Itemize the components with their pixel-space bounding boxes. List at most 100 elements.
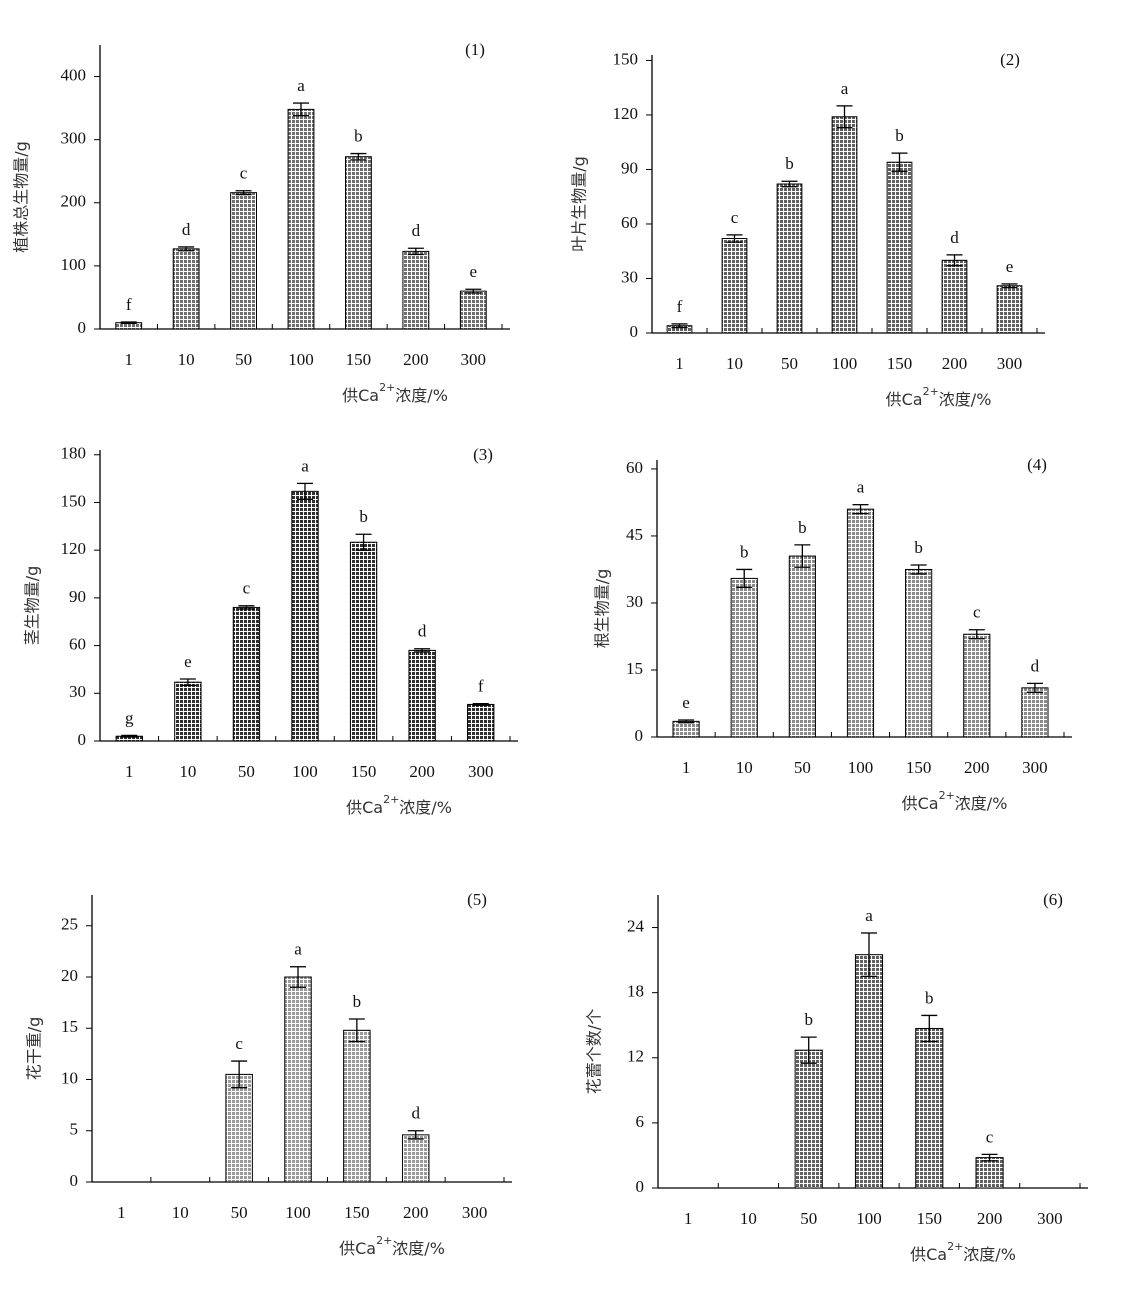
- error-bar: [293, 102, 309, 117]
- x-axis-label-part: 供Ca: [910, 1245, 947, 1264]
- x-tick-label: 300: [462, 1203, 488, 1222]
- error-bar: [121, 734, 138, 738]
- significance-letter: b: [914, 538, 923, 557]
- x-tick-label: 10: [740, 1209, 757, 1228]
- bar: [794, 1049, 823, 1189]
- x-axis-label-part: 浓度/%: [955, 794, 1008, 813]
- significance-letter: f: [126, 295, 132, 314]
- x-tick-label: 200: [403, 1203, 429, 1222]
- error-bar: [465, 288, 482, 294]
- error-bar: [1026, 682, 1043, 693]
- x-tick-label: 50: [800, 1209, 817, 1228]
- significance-letter: b: [798, 518, 807, 537]
- bar: [846, 508, 875, 738]
- error-bar: [407, 247, 424, 256]
- significance-letter: a: [865, 906, 873, 925]
- bar: [225, 1073, 253, 1183]
- significance-letter: b: [925, 988, 934, 1007]
- error-bar: [836, 105, 853, 129]
- significance-letter: e: [184, 652, 192, 671]
- y-tick-label: 150: [61, 491, 87, 510]
- x-axis-label-sup: 2+: [923, 385, 939, 398]
- y-tick-label: 5: [70, 1120, 79, 1139]
- bar: [905, 568, 933, 738]
- bar: [284, 976, 312, 1183]
- y-tick-label: 15: [61, 1017, 78, 1036]
- significance-letter: f: [478, 677, 484, 696]
- x-tick-label: 100: [292, 762, 318, 781]
- significance-letter: d: [182, 220, 191, 239]
- x-tick-label: 50: [794, 758, 811, 777]
- significance-letter: a: [294, 940, 302, 959]
- y-tick-label: 0: [635, 726, 644, 745]
- x-axis-label-sup: 2+: [379, 381, 395, 394]
- y-tick-label: 60: [69, 634, 86, 653]
- significance-letter: d: [950, 228, 959, 247]
- significance-letter: a: [301, 456, 309, 475]
- significance-letter: b: [359, 507, 368, 526]
- significance-letter: c: [986, 1127, 994, 1146]
- x-tick-label: 100: [856, 1209, 882, 1228]
- significance-letter: d: [412, 221, 421, 240]
- x-tick-label: 300: [997, 354, 1023, 373]
- significance-letter: b: [804, 1010, 813, 1029]
- x-axis-label-part: 浓度/%: [963, 1245, 1016, 1264]
- x-tick-label: 1: [682, 758, 691, 777]
- y-tick-label: 24: [627, 916, 645, 935]
- x-tick-label: 50: [238, 762, 255, 781]
- significance-letter: f: [677, 297, 683, 316]
- bar: [788, 555, 816, 738]
- x-tick-label: 150: [351, 762, 377, 781]
- bar: [730, 577, 758, 738]
- significance-letter: c: [243, 579, 251, 598]
- x-axis-label-part: 供Ca: [346, 798, 383, 817]
- panel-title: (5): [467, 890, 487, 909]
- y-tick-label: 12: [627, 1047, 644, 1066]
- x-axis-label-part: 浓度/%: [939, 390, 992, 409]
- significance-letter: c: [973, 603, 981, 622]
- bar: [401, 1134, 430, 1183]
- y-tick-label: 120: [61, 539, 87, 558]
- x-tick-label: 100: [288, 350, 314, 369]
- x-tick-label: 1: [124, 350, 133, 369]
- y-tick-label: 30: [69, 682, 86, 701]
- significance-letter: c: [240, 164, 248, 183]
- x-axis-label-part: 供Ca: [339, 1239, 376, 1258]
- x-axis-label-part: 供Ca: [886, 390, 923, 409]
- bar: [287, 108, 315, 330]
- bar: [854, 954, 884, 1189]
- x-tick-label: 300: [461, 350, 487, 369]
- x-tick-label: 200: [409, 762, 435, 781]
- panel-title: (6): [1043, 890, 1063, 909]
- x-tick-label: 150: [887, 354, 913, 373]
- x-axis-label: 供Ca2+浓度/%: [902, 789, 1008, 813]
- bar: [672, 720, 700, 738]
- error-bar: [350, 152, 367, 161]
- x-tick-label: 200: [403, 350, 429, 369]
- significance-letter: c: [731, 208, 739, 227]
- significance-letter: e: [682, 693, 690, 712]
- x-tick-label: 1: [125, 762, 134, 781]
- x-axis-label-sup: 2+: [376, 1234, 392, 1247]
- x-tick-label: 10: [178, 350, 195, 369]
- x-tick-label: 100: [832, 354, 858, 373]
- bar: [467, 703, 495, 742]
- panel-title: (2): [1000, 50, 1020, 69]
- bar: [291, 490, 319, 742]
- y-axis-label: 植株总生物量/g: [12, 141, 31, 253]
- x-axis-label-part: 供Ca: [902, 794, 939, 813]
- y-axis-label: 根生物量/g: [593, 569, 612, 649]
- significance-letter: a: [297, 76, 305, 95]
- x-tick-label: 1: [684, 1209, 693, 1228]
- y-tick-label: 18: [627, 982, 644, 1001]
- x-tick-label: 100: [848, 758, 874, 777]
- bar: [975, 1157, 1004, 1189]
- error-bar: [178, 246, 195, 252]
- x-tick-label: 1: [675, 354, 684, 373]
- x-tick-label: 10: [726, 354, 743, 373]
- error-bar: [861, 932, 877, 978]
- x-axis-label: 供Ca2+浓度/%: [346, 793, 452, 817]
- y-tick-label: 60: [626, 458, 643, 477]
- x-tick-label: 200: [964, 758, 990, 777]
